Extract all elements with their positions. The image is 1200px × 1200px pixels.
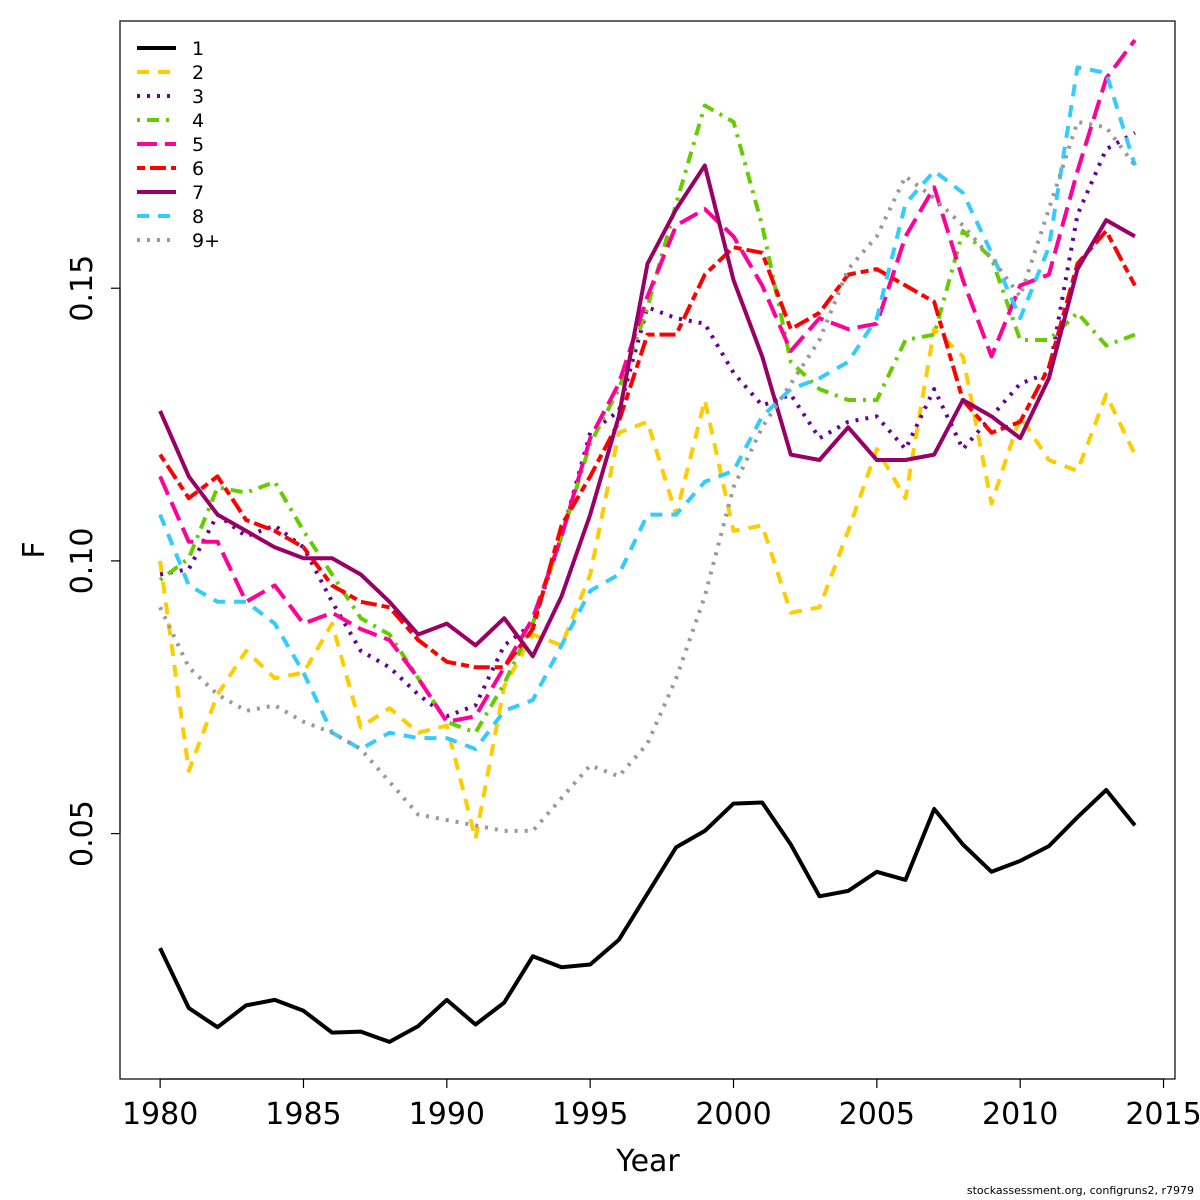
legend-label: 5 xyxy=(192,134,204,156)
series-line-8 xyxy=(158,65,1137,752)
y-tick-label: 0.05 xyxy=(65,800,100,867)
legend-label: 2 xyxy=(192,62,204,84)
x-tick-label: 2010 xyxy=(982,1097,1058,1132)
x-tick-label: 1985 xyxy=(265,1097,341,1132)
x-tick-label: 2005 xyxy=(839,1097,915,1132)
legend-label: 1 xyxy=(192,38,204,60)
x-tick-label: 1990 xyxy=(409,1097,485,1132)
series-line-3 xyxy=(159,131,1136,719)
legend-label: 8 xyxy=(192,206,204,228)
y-axis-title: F xyxy=(17,541,52,558)
y-tick-label: 0.10 xyxy=(65,528,100,595)
series-line-2 xyxy=(158,327,1137,841)
legend-label: 3 xyxy=(192,86,204,108)
legend-label: 6 xyxy=(192,158,204,180)
legend-label: 9+ xyxy=(192,230,220,252)
series-lines xyxy=(158,38,1137,1044)
x-tick-label: 2000 xyxy=(695,1097,771,1132)
series-line-4 xyxy=(158,103,1136,735)
x-tick-label: 1980 xyxy=(122,1097,198,1132)
series-line-9plus xyxy=(158,119,1137,833)
legend-label: 4 xyxy=(192,110,204,132)
x-tick-label: 2015 xyxy=(1125,1097,1200,1132)
y-tick-label: 0.15 xyxy=(65,255,100,322)
y-axis: 0.05 0.10 0.15 xyxy=(65,255,121,867)
legend-label: 7 xyxy=(192,182,204,204)
x-axis: 1980 1985 1990 1995 2000 2005 2010 2015 xyxy=(122,1078,1200,1132)
series-line-7 xyxy=(158,163,1136,659)
series-line-6 xyxy=(158,229,1137,670)
series-line-1 xyxy=(158,788,1137,1044)
x-axis-title: Year xyxy=(615,1144,680,1179)
x-tick-label: 1995 xyxy=(552,1097,628,1132)
footer-credit: stockassessment.org, configruns2, r7979 xyxy=(966,1184,1194,1197)
series-line-5 xyxy=(158,38,1137,724)
